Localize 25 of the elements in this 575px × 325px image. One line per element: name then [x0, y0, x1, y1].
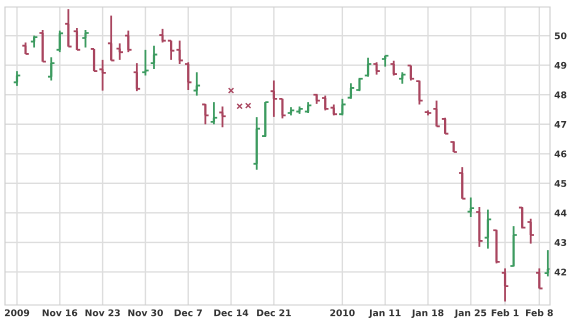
y-tick-label: 46: [554, 150, 566, 158]
x-tick-label: Jan 11: [368, 309, 401, 318]
y-tick-label: 44: [554, 210, 566, 216]
x-tick-label: Jan 25: [454, 309, 486, 318]
x-tick-label: 2010: [330, 309, 355, 316]
y-tick-label: 45: [554, 180, 566, 187]
x-tick-label: Dec 14: [214, 309, 248, 316]
x-tick-label: Nov 23: [86, 309, 120, 316]
x-tick-label: Dec 21: [257, 309, 291, 316]
y-tick-label: 43: [554, 239, 566, 246]
y-tick-label: 50: [554, 32, 566, 40]
x-tick-label: Nov 16: [42, 309, 78, 316]
point: [245, 102, 252, 109]
y-tick-label: 42: [554, 268, 566, 276]
x-tick-label: Feb 1: [492, 309, 519, 316]
x-tick-label: Dec 7: [174, 309, 202, 316]
x-tick-label: Jan 18: [411, 309, 444, 318]
point: [236, 103, 243, 110]
x-tick-label: 2009: [4, 309, 30, 316]
y-tick-label: 48: [554, 91, 566, 98]
point: [228, 87, 234, 94]
x-tick-label: Feb 8: [526, 309, 553, 316]
y-tick-label: 49: [554, 62, 566, 69]
y-tick-label: 47: [554, 121, 566, 128]
x-tick-label: Nov 30: [128, 309, 163, 316]
